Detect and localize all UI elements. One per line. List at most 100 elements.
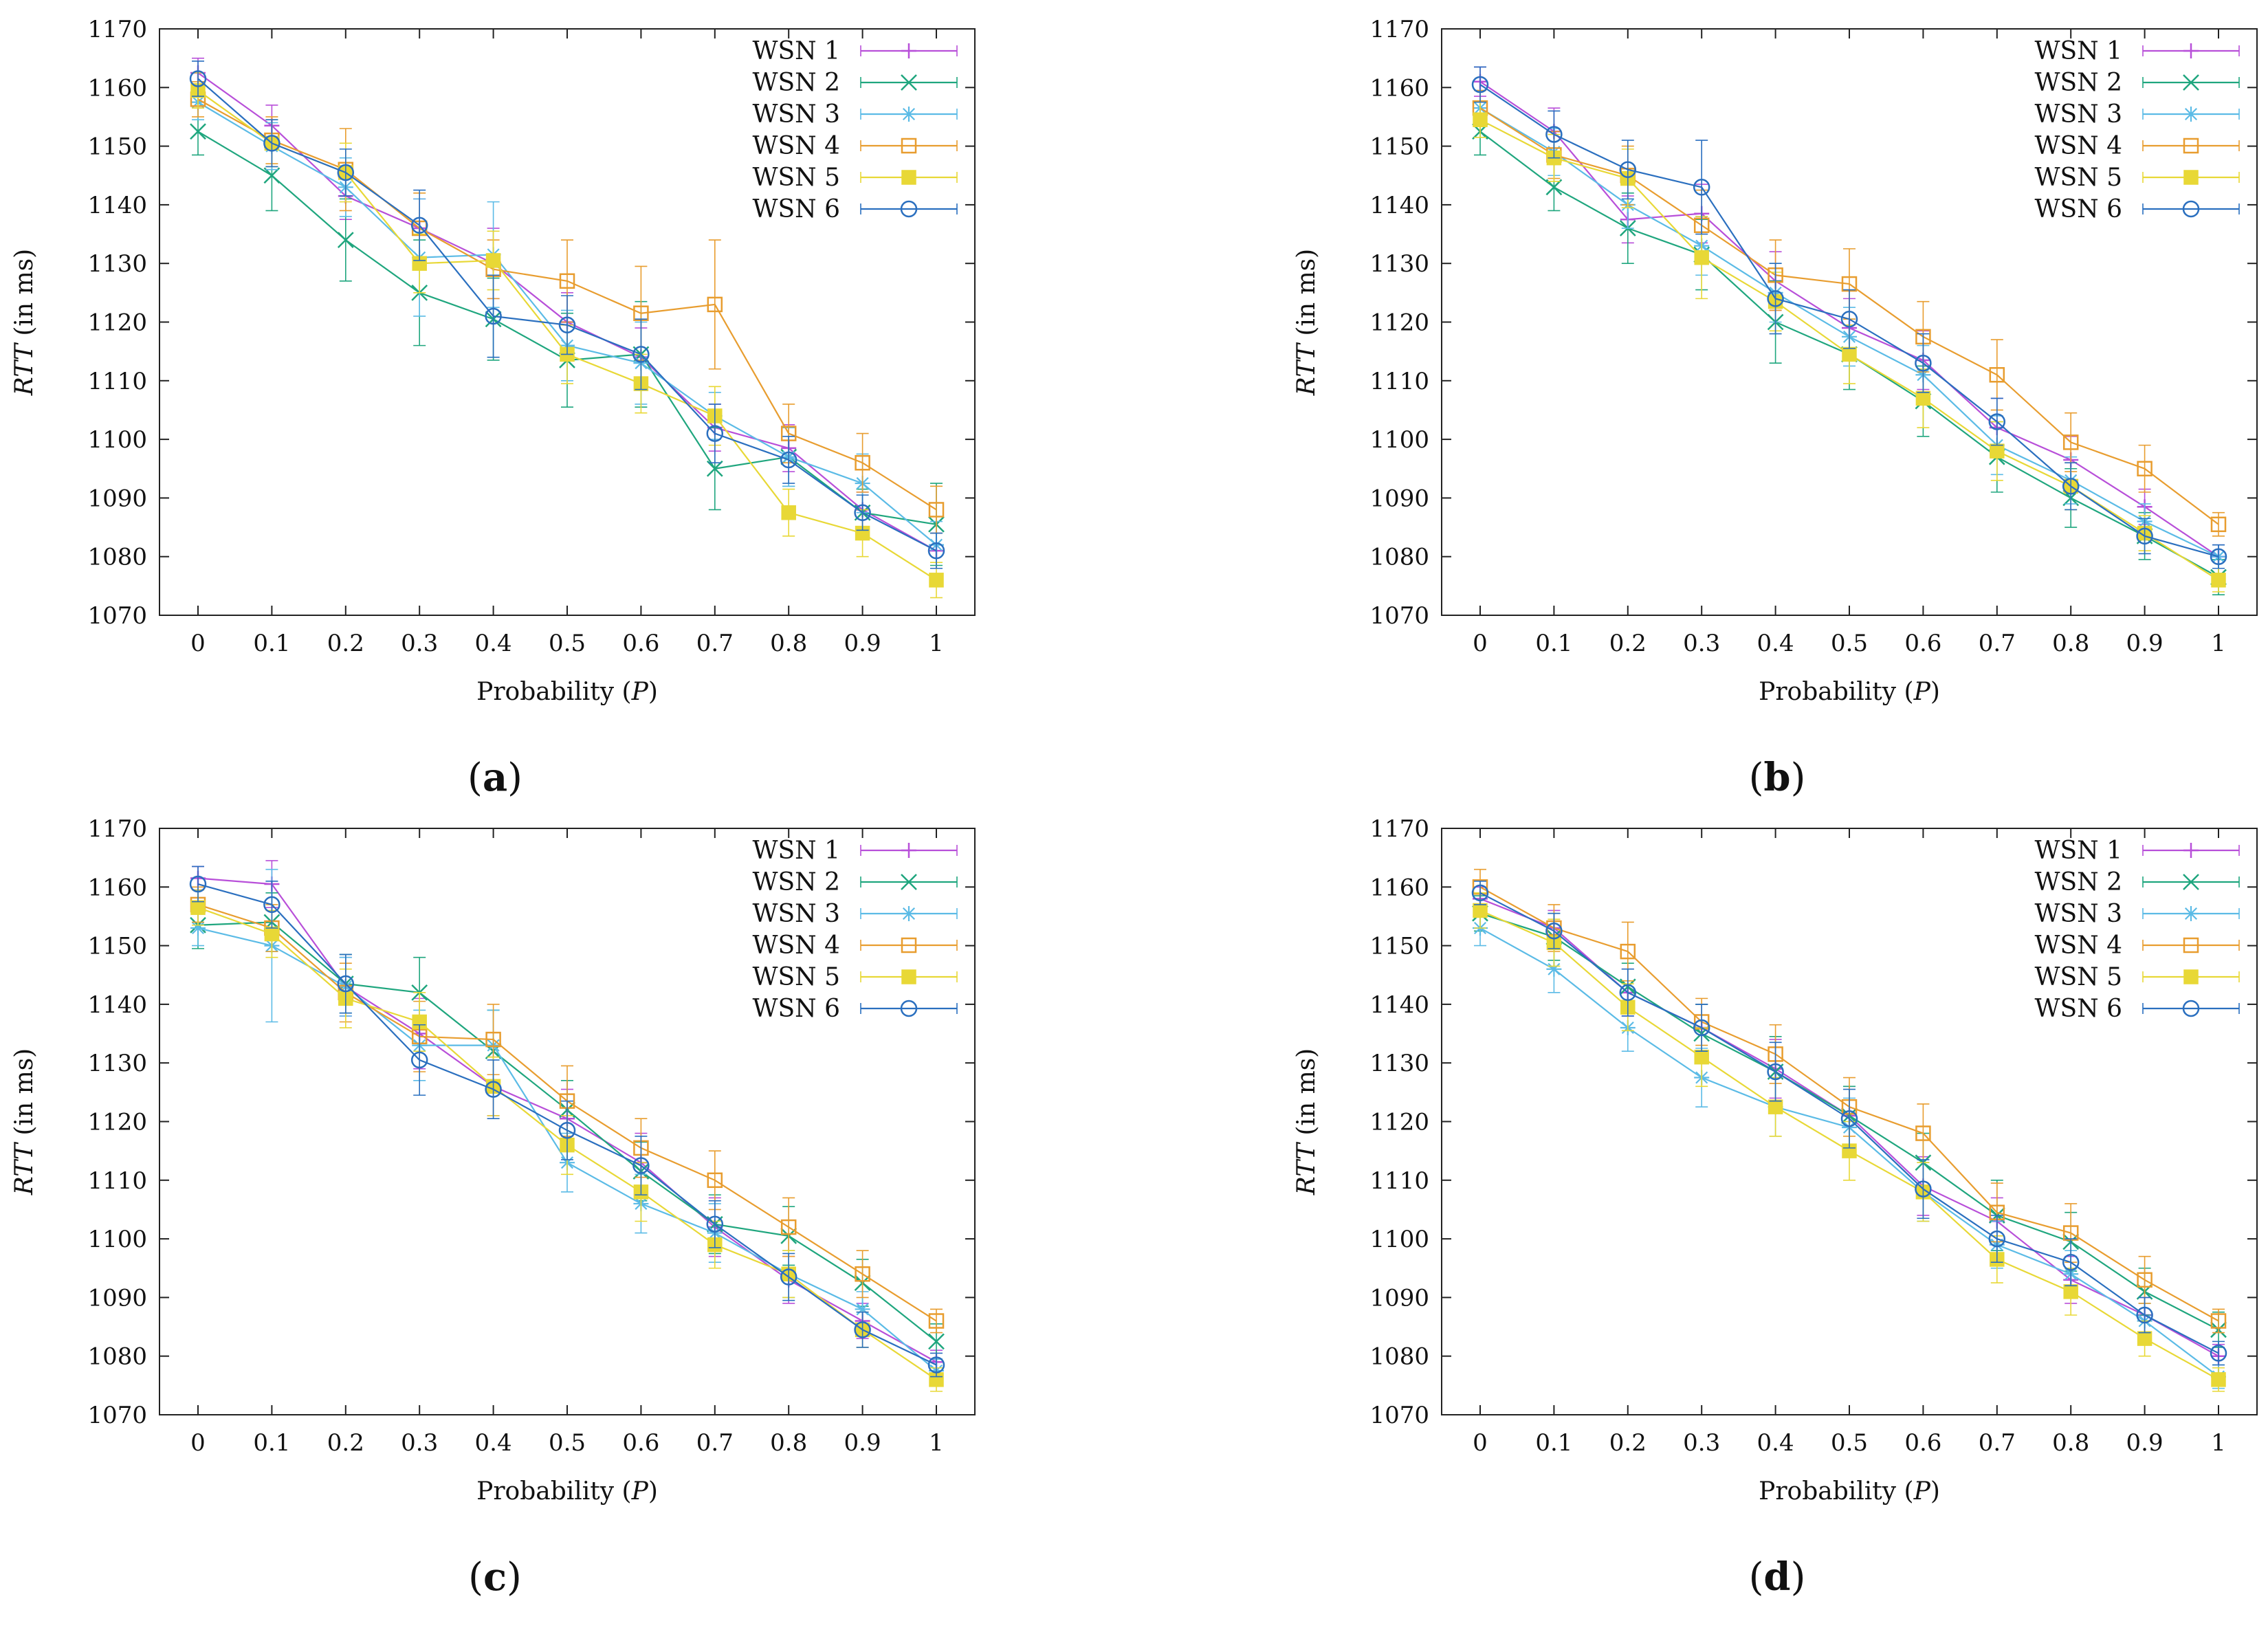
x-axis-label: Probability (P): [476, 1477, 658, 1506]
x-tick-label: 0: [1473, 630, 1488, 657]
y-tick-label: 1140: [87, 192, 147, 219]
y-tick-label: 1120: [1369, 309, 1429, 337]
y-tick-label: 1170: [1369, 815, 1429, 843]
data-point: [2063, 1284, 2078, 1299]
y-tick-label: 1110: [87, 1167, 147, 1195]
x-tick-label: 0.2: [327, 1429, 364, 1457]
legend-label: WSN 4: [752, 931, 840, 960]
data-point: [781, 505, 796, 520]
x-tick-label: 1: [929, 1429, 944, 1457]
data-point: [854, 504, 871, 521]
y-axis-label: RTT (in ms): [10, 249, 38, 396]
data-point: [263, 167, 280, 184]
x-tick-label: 0.4: [1757, 630, 1794, 657]
legend-marker: [900, 200, 918, 218]
data-point: [927, 542, 945, 560]
data-point: [1768, 1099, 1783, 1114]
data-point: [485, 1031, 501, 1048]
y-tick-label: 1080: [1369, 1343, 1429, 1371]
data-point: [1915, 390, 1931, 406]
data-point: [410, 1051, 428, 1069]
panel-caption: (d): [1749, 1554, 1806, 1600]
x-tick-label: 0.3: [1683, 630, 1720, 657]
x-tick-label: 0.6: [622, 630, 659, 657]
y-tick-label: 1160: [1369, 874, 1429, 901]
series-6: [189, 60, 945, 569]
legend-marker: [901, 969, 916, 984]
data-point: [190, 900, 206, 915]
x-tick-label: 0.6: [1904, 1429, 1941, 1457]
legend-label: WSN 5: [2034, 164, 2122, 192]
y-tick-label: 1150: [1369, 933, 1429, 960]
x-tick-label: 0.5: [1831, 630, 1868, 657]
x-tick-label: 0.1: [253, 1429, 290, 1457]
x-tick-label: 0.7: [1979, 630, 2016, 657]
series-5: [1473, 892, 2226, 1392]
data-point: [2062, 478, 2080, 495]
x-tick-label: 0.3: [401, 1429, 438, 1457]
data-point: [1767, 1063, 1784, 1081]
y-tick-label: 1170: [87, 16, 147, 43]
y-axis-label: RTT (in ms): [10, 1048, 38, 1195]
data-point: [1840, 310, 1858, 328]
data-point: [1619, 161, 1637, 178]
data-point: [1988, 1230, 2006, 1248]
data-point: [1990, 443, 2005, 459]
y-tick-label: 1130: [87, 1050, 147, 1077]
y-tick-label: 1070: [87, 602, 147, 630]
legend-marker: [900, 1000, 918, 1017]
legend: WSN 1 WSN 2 WSN 3 WSN 4 WSN 5 WSN 6: [752, 37, 958, 223]
legend-marker: [901, 137, 917, 154]
x-tick-label: 0.2: [327, 630, 364, 657]
panel-caption: (b): [1749, 755, 1806, 800]
data-point: [1915, 1180, 1932, 1198]
y-tick-label: 1100: [1369, 426, 1429, 454]
data-point: [1545, 126, 1563, 143]
x-tick-label: 0.1: [253, 630, 290, 657]
legend-marker: [2182, 200, 2200, 218]
chart-panel-d: 1070 1080 1090 1100 1110 1120 1130 1140 1150 1160…: [1292, 815, 2258, 1600]
data-point: [780, 451, 797, 469]
data-point: [2211, 573, 2226, 588]
legend-label: WSN 2: [2034, 69, 2122, 97]
legend-label: WSN 3: [2034, 900, 2122, 928]
data-point: [1473, 112, 1488, 127]
y-tick-label: 1120: [87, 1109, 147, 1136]
data-point: [410, 217, 428, 234]
data-point: [780, 1268, 797, 1286]
legend-label: WSN 1: [752, 37, 840, 65]
y-tick-label: 1100: [1369, 1226, 1429, 1253]
y-tick-label: 1090: [87, 1284, 147, 1312]
data-point: [1767, 290, 1784, 307]
y-tick-label: 1110: [87, 368, 147, 395]
data-point: [558, 1122, 576, 1139]
series-6: [1471, 880, 2227, 1366]
legend-label: WSN 4: [752, 132, 840, 160]
data-point: [706, 460, 723, 477]
data-point: [706, 1215, 724, 1233]
y-tick-label: 1140: [1369, 991, 1429, 1019]
data-point: [1989, 367, 2005, 383]
panel-caption: (c): [468, 1554, 522, 1600]
legend-label: WSN 5: [2034, 963, 2122, 991]
data-point: [485, 1081, 502, 1098]
x-tick-label: 0: [190, 630, 206, 657]
y-tick-label: 1170: [87, 815, 147, 843]
data-point: [1620, 943, 1636, 960]
data-point: [337, 164, 355, 181]
y-tick-label: 1150: [1369, 133, 1429, 161]
legend-label: WSN 4: [2034, 931, 2122, 960]
legend-marker: [901, 107, 916, 122]
x-axis-label: Probability (P): [476, 678, 658, 706]
x-tick-label: 0.2: [1609, 630, 1647, 657]
legend: WSN 1 WSN 2 WSN 3 WSN 4 WSN 5 WSN 6: [2034, 37, 2240, 223]
data-point: [189, 70, 207, 87]
data-point: [706, 425, 724, 442]
legend-label: WSN 5: [752, 963, 840, 991]
data-point: [855, 1266, 870, 1282]
data-point: [189, 875, 207, 893]
x-tick-label: 0.9: [2126, 1429, 2164, 1457]
y-tick-label: 1140: [87, 991, 147, 1019]
legend-marker: [901, 843, 916, 858]
